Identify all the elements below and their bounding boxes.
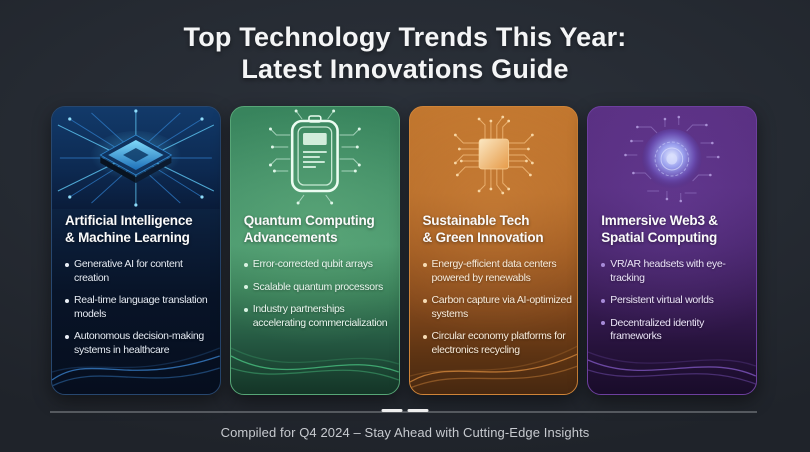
card-bullet-list: VR/AR headsets with eye-tracking Persist… <box>601 258 755 344</box>
bullet-dot-icon <box>601 321 606 325</box>
card-heading-line: Advancements <box>243 230 338 245</box>
wave-decoration <box>588 351 756 385</box>
list-item: Industry partnerships accelerating comme… <box>243 303 398 330</box>
bullet-text: Error-corrected qubit arrays <box>252 258 373 270</box>
card-quantum-computing: Quantum Computing Advancements Error-cor… <box>229 106 400 395</box>
bullet-dot-icon <box>422 334 427 339</box>
wave-decoration <box>52 347 220 387</box>
quantum-device-icon <box>268 109 361 205</box>
card-sustainable-tech: Sustainable Tech & Green Innovation Ener… <box>408 106 579 395</box>
card-heading-line: Artificial Intelligence <box>65 213 193 228</box>
bullet-text: VR/AR headsets with eye-tracking <box>610 258 726 284</box>
footer-caption: Compiled for Q4 2024 – Stay Ahead with C… <box>220 425 590 440</box>
card-heading-line: & Machine Learning <box>65 230 190 245</box>
eco-chip-icon <box>453 115 534 195</box>
list-item: Generative AI for content creation <box>65 258 219 285</box>
cpu-circuit-board-illustration <box>52 107 220 209</box>
page-title-line2: Latest Innovations Guide <box>241 54 569 84</box>
bullet-dot-icon <box>243 307 248 312</box>
card-heading-line: Spatial Computing <box>601 230 718 245</box>
card-heading-line: Sustainable Tech <box>422 213 530 228</box>
card-heading: Artificial Intelligence & Machine Learni… <box>65 212 207 246</box>
bullet-text: Circular economy platforms for electroni… <box>431 330 566 356</box>
list-item: Persistent virtual worlds <box>601 294 755 308</box>
list-item: Scalable quantum processors <box>243 280 398 295</box>
cpu-chip-icon <box>52 107 220 209</box>
page-title-line1: Top Technology Trends This Year: <box>183 22 627 52</box>
bullet-dot-icon <box>65 334 69 339</box>
list-item: Real-time language translation models <box>65 294 219 321</box>
bullet-text: Decentralized identity frameworks <box>610 316 705 343</box>
card-heading: Immersive Web3 & Spatial Computing <box>601 212 743 246</box>
list-item: Carbon capture via AI-optimized systems <box>422 294 577 321</box>
list-item: Energy-efficient data centers powered by… <box>422 258 577 285</box>
bullet-text: Real-time language translation models <box>74 294 208 320</box>
bullet-text: Industry partnerships accelerating comme… <box>252 303 388 329</box>
list-item: Autonomous decision-making systems in he… <box>65 330 219 357</box>
card-heading: Sustainable Tech & Green Innovation <box>423 212 565 246</box>
bullet-dot-icon <box>601 262 606 267</box>
bullet-text: Energy-efficient data centers powered by… <box>431 258 557 284</box>
bullet-dot-icon <box>243 262 248 267</box>
card-heading-line: Quantum Computing <box>243 213 375 228</box>
bullet-dot-icon <box>65 262 69 267</box>
list-item: Circular economy platforms for electroni… <box>422 330 577 357</box>
footer-divider-line <box>50 411 757 413</box>
bullet-text: Scalable quantum processors <box>252 280 384 293</box>
bullet-text: Carbon capture via AI-optimized systems <box>431 294 572 320</box>
card-heading-line: & Green Innovation <box>422 230 544 245</box>
bullet-dot-icon <box>422 262 427 267</box>
wave-decoration <box>409 345 578 389</box>
bullet-dot-icon <box>601 298 606 303</box>
page-title: Top Technology Trends This Year: Latest … <box>0 21 810 85</box>
list-item: Error-corrected qubit arrays <box>243 258 398 272</box>
bullet-dot-icon <box>422 298 427 303</box>
eco-chip-illustration <box>410 107 578 209</box>
bullet-dot-icon <box>243 285 248 289</box>
quantum-device-illustration <box>231 107 399 209</box>
card-heading-line: Immersive Web3 & <box>601 213 718 228</box>
card-bullet-list: Error-corrected qubit arrays Scalable qu… <box>243 258 398 330</box>
bullet-dot-icon <box>65 298 69 303</box>
wave-decoration <box>230 347 399 381</box>
footer-divider-center-dashes <box>381 409 429 412</box>
card-bullet-list: Energy-efficient data centers powered by… <box>422 258 577 357</box>
card-bullet-list: Generative AI for content creation Real-… <box>65 258 219 357</box>
bullet-text: Autonomous decision-making systems in he… <box>74 330 204 356</box>
card-heading: Quantum Computing Advancements <box>244 212 386 246</box>
web3-orb-illustration <box>588 107 756 209</box>
list-item: Decentralized identity frameworks <box>601 317 755 344</box>
card-immersive-web3: Immersive Web3 & Spatial Computing VR/AR… <box>587 106 757 395</box>
cards-row: Artificial Intelligence & Machine Learni… <box>51 106 757 395</box>
bullet-text: Persistent virtual worlds <box>610 294 714 306</box>
web3-orb-icon <box>624 115 720 203</box>
bullet-text: Generative AI for content creation <box>74 258 183 284</box>
card-artificial-intelligence: Artificial Intelligence & Machine Learni… <box>51 106 221 395</box>
list-item: VR/AR headsets with eye-tracking <box>601 258 755 285</box>
